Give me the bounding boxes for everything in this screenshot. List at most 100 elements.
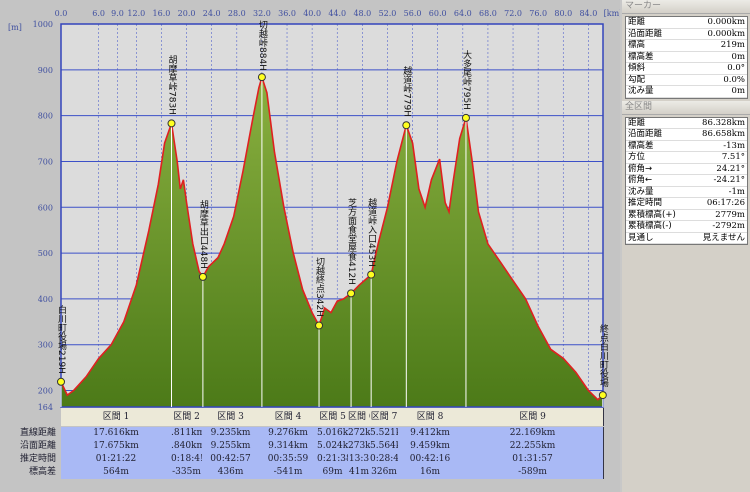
section-cell: 326m — [370, 466, 399, 479]
waypoint-marker — [198, 272, 207, 281]
x-tick-label: 32.0 — [253, 9, 271, 18]
section-cell: 22.169km — [462, 427, 604, 440]
info-row: 標高差 0m — [626, 52, 747, 63]
x-tick-label: 76.0 — [529, 9, 547, 18]
section-header[interactable]: 区間 9 — [462, 408, 604, 426]
info-row: 推定時間 06:17:26 — [626, 198, 747, 210]
row-label: 直線距離 — [19, 428, 56, 438]
section-cell: 5.564km — [370, 440, 399, 453]
section-header[interactable]: 区間 4 — [259, 408, 318, 426]
profile-view: 0.0 6.0 9.0 12.0 16.0 20.0 24.0 28.0 32.0 36.0 40.… — [0, 0, 620, 479]
info-value: 24.21° — [716, 163, 745, 174]
info-value: 2779m — [715, 209, 745, 220]
y-tick-label: 800 — [38, 112, 53, 121]
waypoint-label: 胡摩草出口448H — [197, 199, 208, 269]
info-value: 0.000km — [707, 17, 745, 27]
x-tick-label: 9.0 — [111, 9, 124, 18]
section-header[interactable]: 区間 8 — [398, 408, 463, 426]
waypoint-marker — [347, 289, 356, 298]
info-value: 06:17:26 — [706, 198, 745, 208]
row-label: 標高差 — [28, 467, 56, 477]
x-tick-label: 12.0 — [127, 9, 145, 18]
info-label: 距離 — [628, 17, 646, 27]
x-tick-label: 52.0 — [379, 9, 397, 18]
section-cell: 9.459km — [398, 440, 463, 453]
info-label: 沈み量 — [628, 186, 654, 197]
info-row: 標高差 -13m — [626, 141, 747, 152]
section-cell: 9.412km — [398, 427, 463, 440]
section-header[interactable]: 区間 5 — [317, 408, 349, 426]
section-cell: 00:42:57 — [202, 453, 260, 466]
waypoint-label: 大多尾峠795H — [460, 49, 471, 110]
elevation-area — [61, 77, 603, 407]
info-label: 俯角→ — [628, 163, 653, 174]
section-header[interactable]: 区間 2 — [171, 408, 203, 426]
info-row: 方位 7.51° — [626, 152, 747, 164]
section-data-row: 01:21:22 0:18:4! 00:42:57 00:35:59 0:21:38 13… — [0, 453, 620, 466]
waypoint-label: 越道峠入口453H — [366, 197, 377, 267]
section-cell: 69m — [317, 466, 349, 479]
section-cell: 9.235km — [202, 427, 260, 440]
waypoint-marker — [57, 377, 65, 386]
section-cell: 5.016km — [317, 427, 349, 440]
section-cell: 13:3 — [348, 453, 371, 466]
y-tick-label: 500 — [38, 249, 53, 258]
info-value: -24.21° — [713, 175, 745, 185]
section-header[interactable]: 区間 1 — [61, 408, 172, 426]
section-cell: 0:28:47 — [370, 453, 399, 466]
info-row: 累積標高(+) 2779m — [626, 209, 747, 221]
section-data-row: 17.675km.840km9.255km9.314km5.024km273k5… — [0, 440, 620, 453]
info-value: 219m — [720, 40, 745, 50]
section-cell: 41m — [348, 466, 371, 479]
info-row: 傾斜 0.0° — [626, 63, 747, 75]
elevation-chart[interactable]: 0.0 6.0 9.0 12.0 16.0 20.0 24.0 28.0 32.0 36.0 40.… — [0, 0, 620, 410]
section-cell: 0:18:4! — [171, 453, 203, 466]
info-panel: マーカー 距離 0.000km 沿面距離 0.000km 標高 219m 標高差 0m 傾斜 0.… — [622, 0, 750, 492]
info-label: 推定時間 — [628, 198, 663, 208]
info-label: 沿面距離 — [628, 28, 663, 39]
info-label: 距離 — [628, 117, 646, 128]
section-cell: 17.675km — [61, 440, 172, 453]
section-cell: .811km — [171, 427, 203, 440]
y-tick-label: 1000 — [33, 20, 53, 29]
section-cell: 00:35:59 — [259, 453, 318, 466]
x-tick-label: 36.0 — [278, 9, 296, 18]
y-tick-label: 300 — [38, 341, 53, 350]
waypoint-label: 終点白川町役場 — [597, 324, 608, 388]
section-cell: 16m — [398, 466, 463, 479]
section-cell: 5.024km — [317, 440, 349, 453]
info-label: 沈み量 — [628, 86, 654, 96]
total-info-table: 距離 86.328km 沿面距離 86.658km 標高差 -13m 方位 7.51° 俯角→ 2… — [625, 116, 748, 245]
waypoint-marker — [167, 119, 176, 128]
section-header[interactable]: 区間 6 — [348, 408, 371, 426]
info-value: 0m — [731, 86, 745, 96]
waypoint-label: 白川町役場219H — [56, 304, 66, 374]
x-tick-label: 80.0 — [554, 9, 572, 18]
waypoint-marker — [315, 321, 324, 330]
info-row: 標高 219m — [626, 40, 747, 52]
x-tick-label: 56.0 — [404, 9, 422, 18]
info-value: 86.658km — [702, 129, 745, 139]
row-label: 推定時間 — [19, 454, 56, 464]
elevation-line — [60, 74, 604, 401]
section-data-row: 17.616km.811km9.235km9.276km5.016km272k5… — [0, 427, 620, 440]
section-cell: -335m — [171, 466, 203, 479]
section-header[interactable]: 区間 7 — [370, 408, 399, 426]
section-header[interactable]: 区間 3 — [202, 408, 260, 426]
x-tick-label: 44.0 — [328, 9, 346, 18]
section-cell: 9.255km — [202, 440, 260, 453]
row-label: 沿面距離 — [19, 441, 56, 451]
info-label: 傾斜 — [628, 63, 646, 73]
info-row: 見通し 見えません — [626, 233, 747, 244]
x-tick-label: 20.0 — [178, 9, 196, 18]
info-row: 沈み量 0m — [626, 86, 747, 98]
section-cell: 00:42:16 — [398, 453, 463, 466]
y-tick-label: 600 — [38, 203, 53, 212]
waypoint-marker — [598, 391, 607, 400]
y-unit-label: [m] — [8, 23, 22, 32]
y-tick-label: 400 — [38, 295, 53, 304]
x-tick-label: 68.0 — [479, 9, 497, 18]
info-value: 86.328km — [702, 117, 745, 128]
y-tick-label: 900 — [38, 66, 53, 75]
section-cell: -589m — [462, 466, 604, 479]
